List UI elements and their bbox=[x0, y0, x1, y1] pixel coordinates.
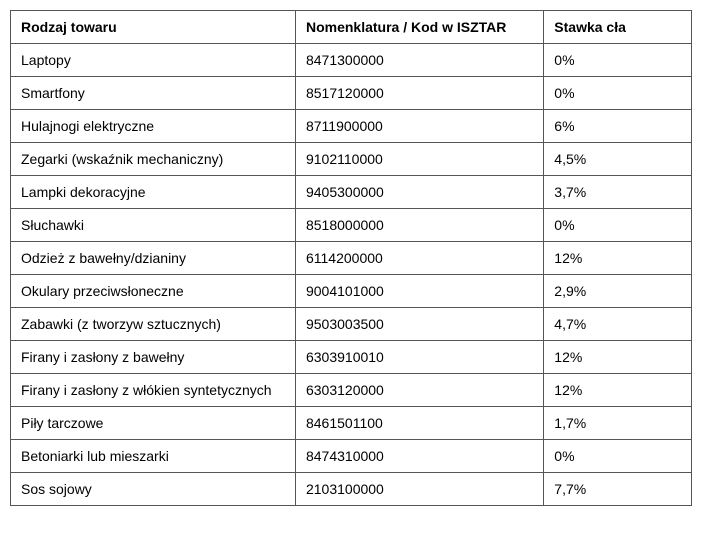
table-row: Hulajnogi elektryczne87119000006% bbox=[11, 110, 692, 143]
cell-nomenklatura: 9004101000 bbox=[295, 275, 543, 308]
header-stawka-cla: Stawka cła bbox=[544, 11, 692, 44]
cell-stawka-cla: 0% bbox=[544, 77, 692, 110]
cell-nomenklatura: 9405300000 bbox=[295, 176, 543, 209]
header-rodzaj-towaru: Rodzaj towaru bbox=[11, 11, 296, 44]
cell-nomenklatura: 6303120000 bbox=[295, 374, 543, 407]
table-row: Sos sojowy21031000007,7% bbox=[11, 473, 692, 506]
cell-rodzaj-towaru: Lampki dekoracyjne bbox=[11, 176, 296, 209]
cell-nomenklatura: 8471300000 bbox=[295, 44, 543, 77]
cell-stawka-cla: 0% bbox=[544, 209, 692, 242]
cell-rodzaj-towaru: Piły tarczowe bbox=[11, 407, 296, 440]
cell-rodzaj-towaru: Firany i zasłony z włókien syntetycznych bbox=[11, 374, 296, 407]
cell-stawka-cla: 7,7% bbox=[544, 473, 692, 506]
cell-stawka-cla: 4,7% bbox=[544, 308, 692, 341]
header-nomenklatura: Nomenklatura / Kod w ISZTAR bbox=[295, 11, 543, 44]
cell-rodzaj-towaru: Słuchawki bbox=[11, 209, 296, 242]
cell-rodzaj-towaru: Odzież z bawełny/dzianiny bbox=[11, 242, 296, 275]
cell-rodzaj-towaru: Laptopy bbox=[11, 44, 296, 77]
table-row: Lampki dekoracyjne94053000003,7% bbox=[11, 176, 692, 209]
cell-nomenklatura: 6114200000 bbox=[295, 242, 543, 275]
cell-stawka-cla: 12% bbox=[544, 374, 692, 407]
table-row: Smartfony85171200000% bbox=[11, 77, 692, 110]
cell-nomenklatura: 8711900000 bbox=[295, 110, 543, 143]
cell-rodzaj-towaru: Zegarki (wskaźnik mechaniczny) bbox=[11, 143, 296, 176]
table-row: Zegarki (wskaźnik mechaniczny)9102110000… bbox=[11, 143, 692, 176]
table-row: Laptopy84713000000% bbox=[11, 44, 692, 77]
cell-stawka-cla: 1,7% bbox=[544, 407, 692, 440]
cell-stawka-cla: 3,7% bbox=[544, 176, 692, 209]
cell-stawka-cla: 0% bbox=[544, 44, 692, 77]
cell-rodzaj-towaru: Firany i zasłony z bawełny bbox=[11, 341, 296, 374]
cell-rodzaj-towaru: Betoniarki lub mieszarki bbox=[11, 440, 296, 473]
table-row: Piły tarczowe84615011001,7% bbox=[11, 407, 692, 440]
table-row: Odzież z bawełny/dzianiny611420000012% bbox=[11, 242, 692, 275]
cell-stawka-cla: 2,9% bbox=[544, 275, 692, 308]
table-row: Zabawki (z tworzyw sztucznych)9503003500… bbox=[11, 308, 692, 341]
cell-rodzaj-towaru: Zabawki (z tworzyw sztucznych) bbox=[11, 308, 296, 341]
cell-stawka-cla: 12% bbox=[544, 341, 692, 374]
cell-stawka-cla: 0% bbox=[544, 440, 692, 473]
table-row: Firany i zasłony z włókien syntetycznych… bbox=[11, 374, 692, 407]
table-row: Firany i zasłony z bawełny630391001012% bbox=[11, 341, 692, 374]
cell-nomenklatura: 8474310000 bbox=[295, 440, 543, 473]
cell-stawka-cla: 12% bbox=[544, 242, 692, 275]
cell-nomenklatura: 8517120000 bbox=[295, 77, 543, 110]
cell-stawka-cla: 6% bbox=[544, 110, 692, 143]
cell-nomenklatura: 2103100000 bbox=[295, 473, 543, 506]
table-header-row: Rodzaj towaru Nomenklatura / Kod w ISZTA… bbox=[11, 11, 692, 44]
table-row: Słuchawki85180000000% bbox=[11, 209, 692, 242]
cell-rodzaj-towaru: Hulajnogi elektryczne bbox=[11, 110, 296, 143]
cell-nomenklatura: 8461501100 bbox=[295, 407, 543, 440]
table-row: Betoniarki lub mieszarki84743100000% bbox=[11, 440, 692, 473]
cell-rodzaj-towaru: Sos sojowy bbox=[11, 473, 296, 506]
cell-nomenklatura: 8518000000 bbox=[295, 209, 543, 242]
tariff-table: Rodzaj towaru Nomenklatura / Kod w ISZTA… bbox=[10, 10, 692, 506]
cell-rodzaj-towaru: Okulary przeciwsłoneczne bbox=[11, 275, 296, 308]
cell-stawka-cla: 4,5% bbox=[544, 143, 692, 176]
cell-nomenklatura: 9102110000 bbox=[295, 143, 543, 176]
cell-nomenklatura: 6303910010 bbox=[295, 341, 543, 374]
cell-nomenklatura: 9503003500 bbox=[295, 308, 543, 341]
cell-rodzaj-towaru: Smartfony bbox=[11, 77, 296, 110]
table-row: Okulary przeciwsłoneczne90041010002,9% bbox=[11, 275, 692, 308]
